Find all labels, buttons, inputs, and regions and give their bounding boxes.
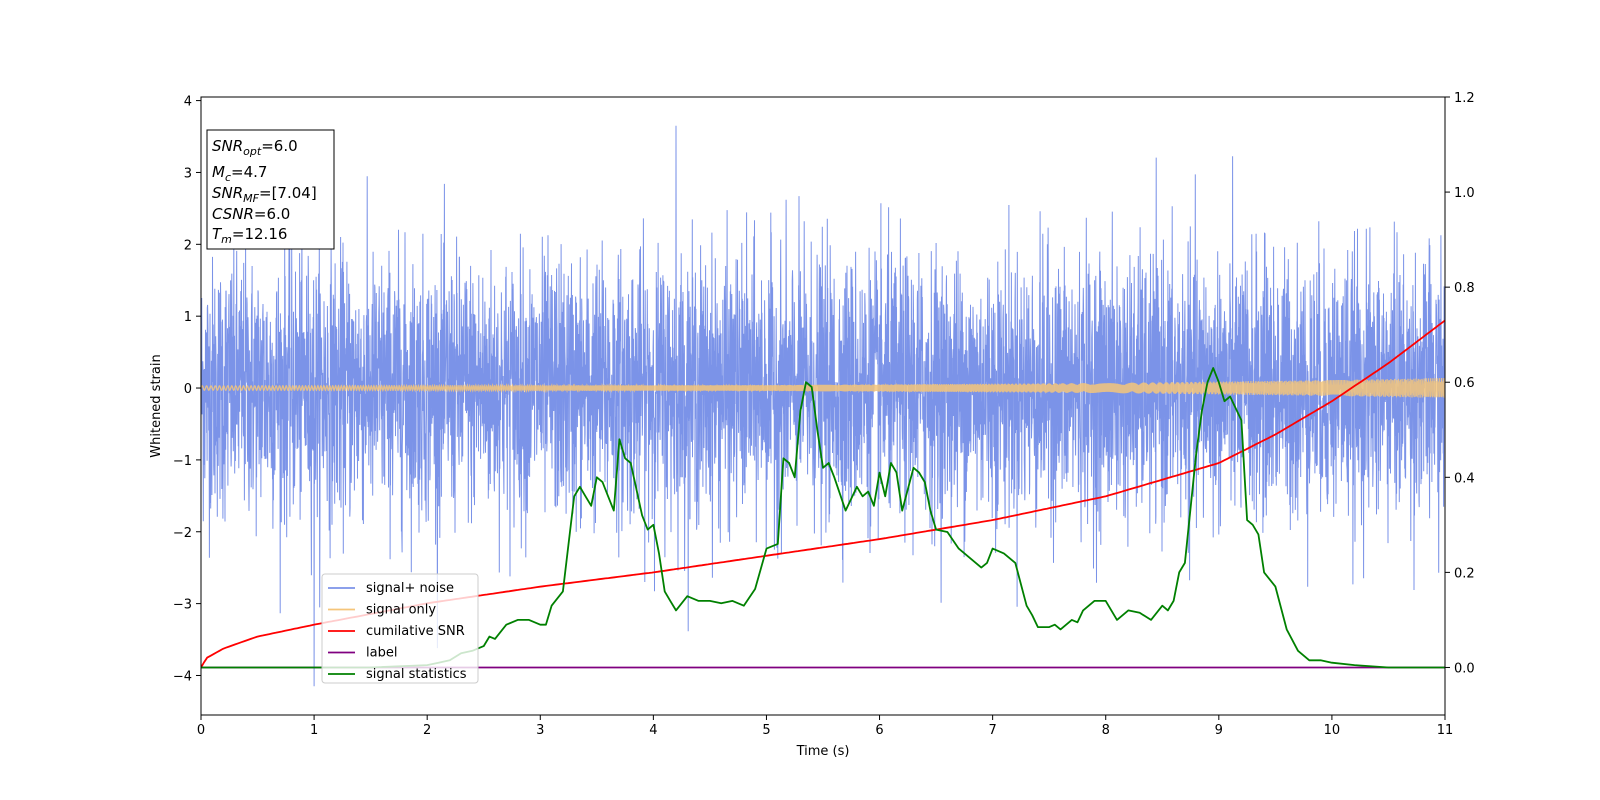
y-left-tick-label: −1 (173, 454, 192, 469)
x-tick-label: 3 (536, 723, 544, 738)
y-right-tick-label: 0.8 (1454, 281, 1475, 296)
series-signal-noise-line (201, 125, 1445, 687)
info-tm: Tm=12.16 (212, 225, 287, 246)
y-left-tick-label: 4 (184, 95, 192, 110)
x-tick-label: 6 (875, 723, 883, 738)
series-signal-statistics-line (201, 367, 1445, 669)
x-axis-ticks: 0 1 2 3 4 5 6 7 8 9 10 11 (197, 715, 1453, 738)
y-left-tick-label: 0 (184, 382, 192, 397)
y-right-tick-label: 1.2 (1454, 91, 1475, 106)
x-tick-label: 5 (762, 723, 770, 738)
y-left-tick-label: 1 (184, 310, 192, 325)
legend-signal-only-text: signal only (366, 603, 436, 618)
info-snr-mf: SNRMF=[7.04] (212, 184, 317, 205)
x-tick-label: 2 (423, 723, 431, 738)
y-right-tick-label: 0.0 (1454, 661, 1475, 676)
y-right-tick-label: 0.6 (1454, 376, 1475, 391)
x-tick-label: 10 (1324, 723, 1341, 738)
legend-signal-noise-text: signal+ noise (366, 581, 454, 596)
x-tick-label: 1 (310, 723, 318, 738)
y-right-tick-label: 1.0 (1454, 186, 1475, 201)
x-tick-label: 9 (1215, 723, 1223, 738)
legend-signal-statistics-text: signal statistics (366, 667, 467, 682)
info-csnr: CSNR=6.0 (212, 205, 290, 223)
x-tick-label: 7 (988, 723, 996, 738)
y-axis-label: Whitened strain (149, 354, 164, 457)
x-axis-label: Time (s) (796, 744, 850, 759)
plot-frame (200, 96, 1446, 716)
y-left-tick-label: 3 (184, 166, 192, 181)
series-signal-only-line (201, 377, 1445, 398)
x-tick-label: 8 (1102, 723, 1110, 738)
y-right-axis-ticks: 1.2 1.0 0.8 0.6 0.4 0.2 0.0 (1445, 91, 1475, 676)
y-left-tick-label: −4 (173, 669, 192, 684)
legend-frame (321, 573, 479, 684)
info-snr-opt: SNRopt=6.0 (212, 137, 298, 158)
legend-cumulative-snr-text: cumilative SNR (366, 624, 465, 639)
legend: signal+ noise signal only cumilative SNR la… (321, 573, 479, 684)
y-left-axis-ticks: 4 3 2 1 0 −1 −2 −3 −4 (173, 95, 201, 684)
y-left-tick-label: −3 (173, 598, 192, 613)
y-left-tick-label: −2 (173, 526, 192, 541)
x-tick-label: 0 (197, 723, 205, 738)
y-right-tick-label: 0.4 (1454, 471, 1475, 486)
info-box-frame (206, 129, 335, 250)
y-left-tick-label: 2 (184, 238, 192, 253)
legend-label-text: label (366, 646, 397, 661)
x-tick-label: 11 (1437, 723, 1454, 738)
info-box: SNRopt=6.0 Mc=4.7 SNRMF=[7.04] CSNR=6.0 … (206, 129, 335, 250)
x-tick-label: 4 (649, 723, 657, 738)
info-mc: Mc=4.7 (212, 163, 267, 184)
y-right-tick-label: 0.2 (1454, 566, 1475, 581)
